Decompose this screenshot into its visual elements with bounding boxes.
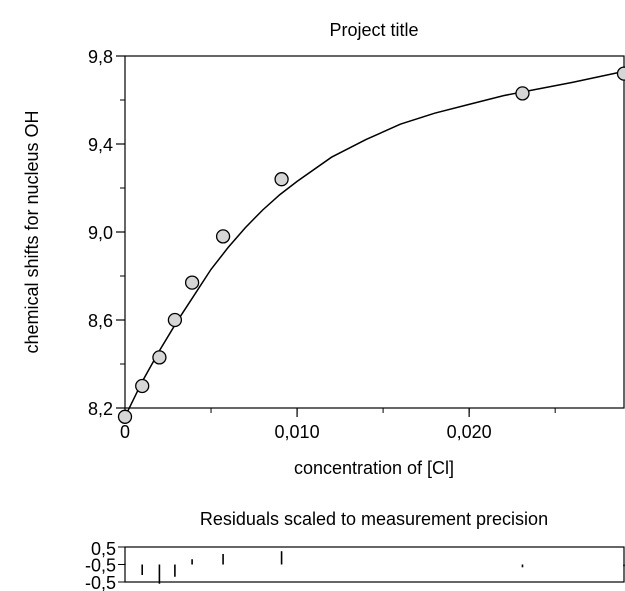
data-point (167, 312, 183, 328)
x-tick-label: 0,020 (447, 422, 492, 442)
data-points (117, 66, 625, 424)
y-tick-label: 9,8 (88, 47, 113, 67)
y-axis: 8,2 8,6 9,0 9,4 9,8 (88, 47, 125, 419)
data-point (184, 275, 200, 290)
residuals-title: Residuals scaled to measurement precisio… (200, 509, 548, 529)
y-tick-label: 8,6 (88, 311, 113, 331)
data-point (117, 409, 133, 424)
data-point (274, 172, 289, 187)
data-point (616, 66, 625, 81)
x-tick-label: 0,010 (275, 422, 320, 442)
residual-y-tick-label: 0,5 (91, 539, 116, 559)
y-axis-label: chemical shifts for nucleus OH (22, 110, 42, 353)
chart-title: Project title (329, 20, 418, 40)
residual-y-tick-label: -0,5 (85, 556, 116, 576)
data-point (135, 378, 150, 394)
residual-bars (124, 551, 625, 584)
x-tick-label: 0 (120, 422, 130, 442)
x-axis-label: concentration of [Cl] (294, 458, 454, 478)
residuals-y-axis: 0,5-0,5-0,5 (85, 539, 125, 591)
x-axis: 0 0,010 0,020 (120, 408, 556, 442)
residual-y-tick-label: -0,5 (85, 573, 116, 591)
residuals-frame (124, 546, 625, 583)
y-tick-label: 9,4 (88, 135, 113, 155)
y-tick-label: 9,0 (88, 223, 113, 243)
y-tick-label: 8,2 (88, 399, 113, 419)
data-point (152, 350, 167, 365)
fit-curve-line (124, 70, 625, 418)
data-point (515, 86, 530, 101)
plot-frame (124, 55, 625, 409)
data-point (215, 229, 231, 244)
